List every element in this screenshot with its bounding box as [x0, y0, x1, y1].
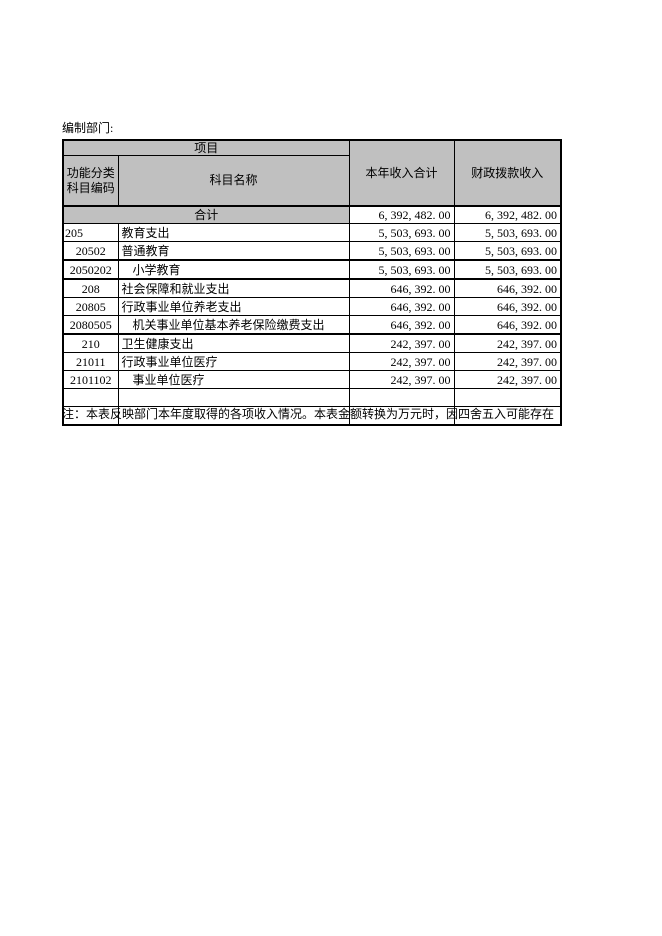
cell-subject-name: 机关事业单位基本养老保险缴费支出	[117, 315, 350, 335]
cell-total-income: 242, 397. 00	[348, 370, 455, 389]
income-table: 项目 本年收入合计 财政拨款收入 功能分类科目编码 科目名称 合计 6, 392…	[62, 139, 563, 426]
cell-function-code: 21011	[62, 352, 119, 371]
header-row-group: 项目 本年收入合计 财政拨款收入	[62, 139, 562, 207]
cell-fiscal-income: 242, 397. 00	[453, 333, 562, 353]
header-project: 项目	[62, 139, 350, 156]
header-fiscal-income: 财政拨款收入	[453, 139, 562, 207]
prepared-by-label: 编制部门:	[62, 121, 114, 135]
header-function-code: 功能分类科目编码	[62, 155, 119, 207]
table-row: 2101102 事业单位医疗 242, 397. 00 242, 397. 00	[62, 370, 562, 389]
cell-fiscal-income: 5, 503, 693. 00	[453, 223, 562, 242]
table-header: 项目 本年收入合计 财政拨款收入 功能分类科目编码 科目名称	[62, 139, 562, 207]
cell-total-income	[348, 388, 455, 407]
table-row: 21011 行政事业单位医疗 242, 397. 00 242, 397. 00	[62, 352, 562, 371]
total-row: 合计 6, 392, 482. 00 6, 392, 482. 00	[62, 205, 562, 224]
footnote: 注：本表反映部门本年度取得的各项收入情况。本表金额转换为万元时，因四舍五入可能存…	[62, 407, 555, 421]
cell-total-income: 242, 397. 00	[348, 333, 455, 353]
cell-function-code: 2101102	[62, 370, 119, 389]
table-row: 20805 行政事业单位养老支出 646, 392. 00 646, 392. 00	[62, 297, 562, 316]
cell-function-code: 2050202	[62, 259, 119, 280]
cell-subject-name: 行政事业单位养老支出	[117, 297, 350, 316]
cell-function-code: 20502	[62, 241, 119, 261]
cell-fiscal-income: 5, 503, 693. 00	[453, 259, 562, 280]
cell-total-income: 646, 392. 00	[348, 278, 455, 298]
table-row: 205 教育支出 5, 503, 693. 00 5, 503, 693. 00	[62, 223, 562, 242]
cell-total-income: 646, 392. 00	[348, 315, 455, 335]
cell-subject-name	[117, 406, 350, 426]
cell-function-code	[62, 388, 119, 407]
cell-subject-name: 教育支出	[117, 223, 350, 242]
table-row	[62, 406, 562, 426]
table-row: 2050202 小学教育 5, 503, 693. 00 5, 503, 693. 0…	[62, 259, 562, 280]
cell-total-income: 646, 392. 00	[348, 297, 455, 316]
header-total-income: 本年收入合计	[348, 139, 455, 207]
cell-fiscal-income: 646, 392. 00	[453, 297, 562, 316]
table-row: 20502 普通教育 5, 503, 693. 00 5, 503, 693. 00	[62, 241, 562, 261]
cell-subject-name: 卫生健康支出	[117, 333, 350, 353]
total-income-value: 6, 392, 482. 00	[348, 205, 455, 224]
header-subject-name: 科目名称	[117, 155, 350, 207]
table-body: 合计 6, 392, 482. 00 6, 392, 482. 00 205 教育…	[62, 205, 562, 426]
cell-subject-name: 社会保障和就业支出	[117, 278, 350, 298]
cell-function-code: 20805	[62, 297, 119, 316]
cell-function-code: 208	[62, 278, 119, 298]
cell-fiscal-income	[453, 406, 562, 426]
table-row: 2080505 机关事业单位基本养老保险缴费支出 646, 392. 00 646, …	[62, 315, 562, 335]
cell-total-income: 242, 397. 00	[348, 352, 455, 371]
total-fiscal-value: 6, 392, 482. 00	[453, 205, 562, 224]
cell-fiscal-income: 242, 397. 00	[453, 370, 562, 389]
cell-total-income: 5, 503, 693. 00	[348, 241, 455, 261]
header-row-columns: 功能分类科目编码 科目名称	[62, 155, 561, 207]
cell-subject-name: 行政事业单位医疗	[117, 352, 350, 371]
cell-subject-name	[117, 388, 350, 407]
cell-subject-name: 小学教育	[117, 259, 350, 280]
cell-total-income: 5, 503, 693. 00	[348, 259, 455, 280]
cell-total-income: 5, 503, 693. 00	[348, 223, 455, 242]
cell-fiscal-income: 646, 392. 00	[453, 315, 562, 335]
cell-subject-name: 事业单位医疗	[117, 370, 350, 389]
table-row: 210 卫生健康支出 242, 397. 00 242, 397. 00	[62, 333, 562, 353]
cell-subject-name: 普通教育	[117, 241, 350, 261]
cell-function-code: 210	[62, 333, 119, 353]
table-row: 208 社会保障和就业支出 646, 392. 00 646, 392. 00	[62, 278, 562, 298]
cell-fiscal-income: 646, 392. 00	[453, 278, 562, 298]
cell-function-code: 2080505	[62, 315, 119, 335]
total-row-label: 合计	[62, 205, 350, 224]
cell-fiscal-income: 242, 397. 00	[453, 352, 562, 371]
cell-fiscal-income	[453, 388, 562, 407]
cell-function-code: 205	[62, 223, 119, 242]
table-row	[62, 388, 562, 407]
cell-fiscal-income: 5, 503, 693. 00	[453, 241, 562, 261]
